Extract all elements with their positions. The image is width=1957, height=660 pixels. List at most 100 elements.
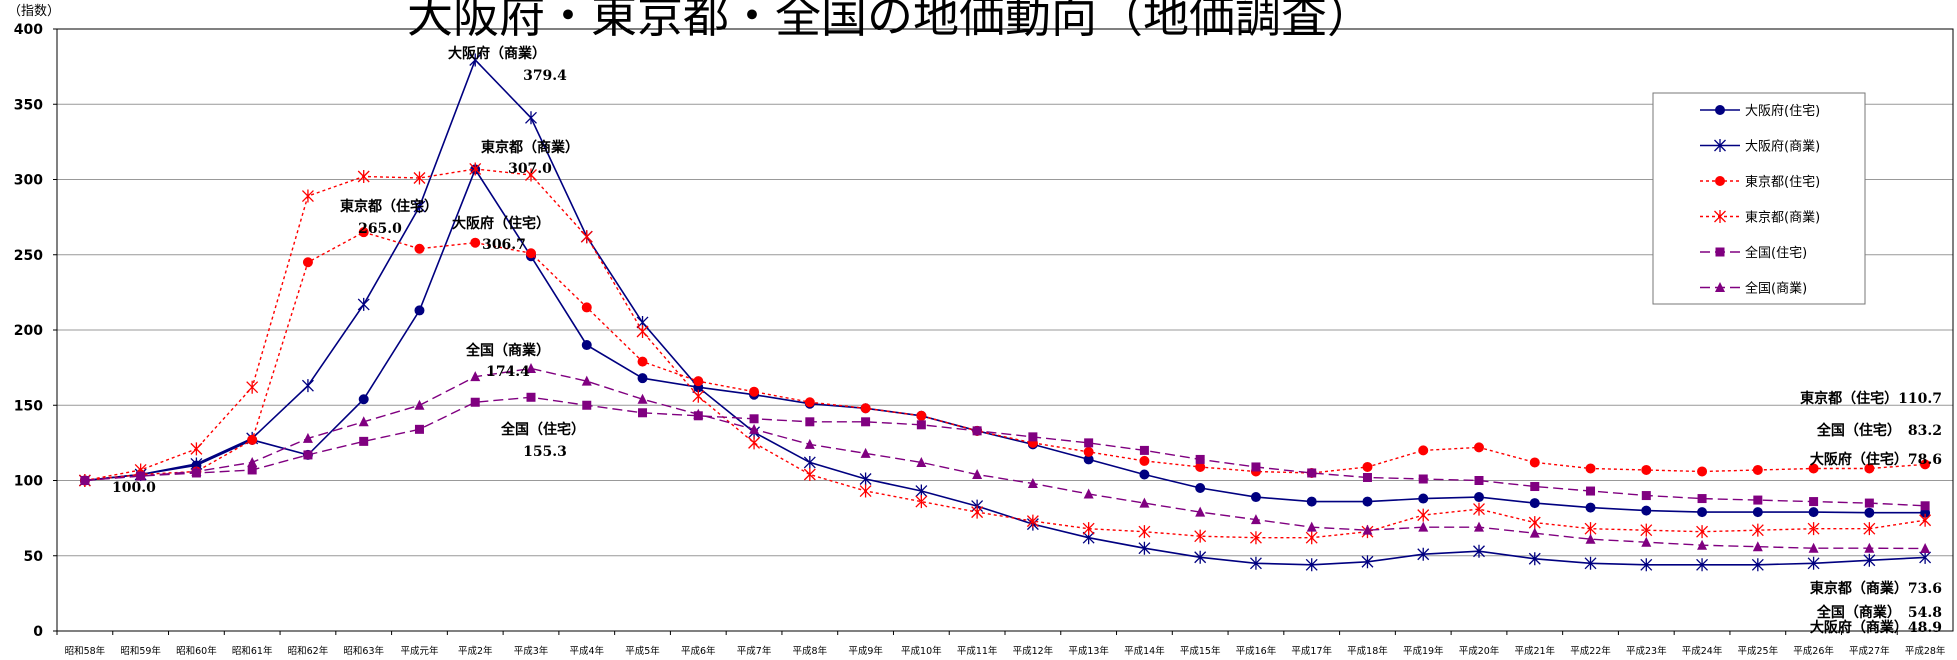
data-point: [693, 376, 704, 387]
data-point: [1305, 558, 1318, 572]
data-point: [1139, 469, 1150, 480]
data-point: [1864, 507, 1875, 518]
data-point: [1752, 464, 1763, 475]
data-point: [860, 447, 871, 458]
legend-label: 東京都(商業): [1745, 210, 1820, 226]
data-point: [916, 410, 927, 421]
series-line: [84, 367, 1926, 550]
data-point: [1138, 541, 1151, 555]
data-point: [1864, 463, 1875, 474]
series-line: [84, 231, 1926, 482]
data-point: [470, 397, 480, 407]
legend-label: 全国(商業): [1745, 281, 1807, 297]
y-tick-label: 0: [33, 624, 43, 640]
data-point: [1863, 522, 1876, 536]
x-tick-label: 平成18年: [1347, 645, 1388, 657]
data-point: [1083, 446, 1094, 457]
data-point: [1249, 556, 1262, 570]
series-2: [78, 53, 1932, 572]
x-tick-label: 昭和60年: [176, 645, 217, 657]
data-point: [1362, 461, 1373, 472]
legend-item: 東京都(商業): [1700, 210, 1820, 226]
data-point: [526, 363, 536, 374]
legend-label: 大阪府(住宅): [1745, 104, 1820, 119]
annotation-label: 307.0: [508, 161, 552, 177]
data-point: [1473, 502, 1485, 516]
chart-title: 大阪府・東京都・全国の地価動向（地価調査）: [407, 0, 1373, 43]
legend-item: 全国(商業): [1700, 281, 1807, 297]
data-point: [859, 484, 872, 498]
series-1: [79, 164, 1931, 518]
x-tick-label: 昭和61年: [232, 645, 273, 657]
data-point: [1139, 445, 1149, 455]
data-point: [247, 465, 257, 475]
data-point: [1418, 521, 1429, 532]
x-tick-label: 平成元年: [400, 645, 439, 657]
x-tick-label: 平成5年: [625, 645, 660, 657]
series-3: [79, 227, 1931, 486]
annotation-label: 東京都（住宅）: [340, 198, 438, 215]
data-point: [1808, 542, 1819, 553]
x-tick-label: 平成15年: [1180, 645, 1221, 657]
data-point: [1641, 536, 1652, 547]
data-point: [1641, 505, 1652, 516]
x-tick-label: 平成25年: [1738, 645, 1779, 657]
data-point: [1528, 516, 1541, 530]
data-point: [247, 456, 258, 467]
annotation-label: 東京都（商業）: [481, 139, 579, 156]
data-point: [581, 302, 592, 313]
x-tick-label: 平成14年: [1124, 645, 1165, 657]
x-tick-label: 平成12年: [1013, 645, 1054, 657]
x-tick-label: 平成6年: [681, 645, 716, 657]
data-point: [1362, 472, 1372, 482]
y-tick-label: 300: [14, 173, 43, 189]
data-point: [526, 392, 536, 402]
data-point: [1808, 507, 1819, 518]
data-point: [1585, 533, 1596, 544]
data-point: [1920, 459, 1931, 470]
annotation-label: 379.4: [523, 68, 567, 84]
data-point: [1417, 547, 1430, 561]
data-point: [1361, 555, 1374, 569]
data-point: [971, 505, 984, 519]
data-point: [1362, 496, 1373, 507]
data-point: [804, 397, 815, 408]
data-point: [749, 414, 759, 424]
data-point: [359, 436, 369, 446]
data-point: [301, 189, 314, 203]
x-tick-label: 平成4年: [569, 645, 604, 657]
x-tick-label: 平成3年: [514, 645, 549, 657]
data-point: [1809, 497, 1819, 507]
data-point: [247, 434, 258, 445]
x-tick-label: 平成26年: [1793, 645, 1834, 657]
data-point: [1528, 552, 1541, 566]
data-point: [1250, 492, 1261, 503]
data-point: [470, 371, 481, 382]
series-line: [84, 396, 1926, 507]
annotation-label: 265.0: [358, 221, 402, 237]
data-point: [1418, 493, 1429, 504]
data-point: [1864, 498, 1874, 508]
data-point: [1194, 550, 1207, 564]
x-tick-label: 平成16年: [1236, 645, 1277, 657]
data-point: [638, 408, 648, 418]
data-point: [1864, 542, 1875, 553]
data-point: [190, 442, 203, 456]
y-tick-label: 100: [14, 474, 43, 490]
data-point: [861, 417, 871, 427]
data-point: [692, 389, 705, 403]
data-point: [1138, 525, 1151, 539]
x-tick-label: 昭和59年: [120, 645, 161, 657]
annotation-label: 155.3: [523, 444, 567, 460]
annotation-label: 全国（住宅）: [500, 421, 585, 438]
legend: 大阪府(住宅) 大阪府(商業) 東京都(住宅) 東京都(商業) 全国(住宅) 全国(商業): [1652, 92, 1866, 305]
data-point: [470, 237, 481, 248]
data-point: [302, 432, 313, 443]
data-point: [1417, 508, 1430, 522]
data-point: [1530, 482, 1540, 492]
annotation-label: 174.4: [486, 364, 530, 380]
series-line: [84, 167, 1926, 514]
data-point: [526, 248, 536, 259]
data-point: [1418, 474, 1428, 484]
data-point: [1641, 464, 1652, 475]
